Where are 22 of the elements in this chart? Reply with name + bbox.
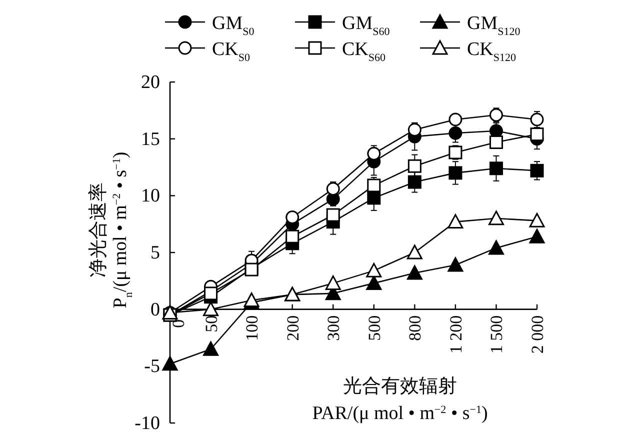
legend-label: CK$_{S0}$ bbox=[212, 39, 251, 64]
x-tick-label: 1 200 bbox=[446, 315, 466, 354]
y-tick-label: 5 bbox=[150, 242, 160, 264]
legend-label: GM$_{S0}$ bbox=[212, 13, 255, 38]
x-tick-label: 2 000 bbox=[528, 315, 547, 354]
x-tick-label: 100 bbox=[242, 315, 262, 341]
y-tick-label: -5 bbox=[144, 356, 160, 378]
legend-label: GM$_{S60}$ bbox=[342, 13, 390, 38]
y-tick-label: -10 bbox=[134, 413, 160, 434]
legend-label: GM$_{S120}$ bbox=[467, 13, 521, 38]
y-tick-label: 10 bbox=[141, 186, 160, 207]
x-tick-label: 1 500 bbox=[487, 315, 506, 354]
y-tick-label: 20 bbox=[141, 72, 160, 93]
y-tick-label: 15 bbox=[141, 128, 160, 150]
x-axis-title: 光合有效辐射 PAR/(μ mol • m$^{−2}$ • s$^{−1}$) bbox=[312, 376, 488, 424]
x-tick-label: 800 bbox=[406, 315, 425, 341]
legend-label: CK$_{S60}$ bbox=[342, 39, 386, 64]
legend-label: CK$_{S120}$ bbox=[467, 39, 517, 64]
x-tick-label: 300 bbox=[324, 315, 344, 341]
x-tick-label: 200 bbox=[283, 315, 302, 341]
x-tick-label: 50 bbox=[202, 315, 221, 332]
x-tick-label: 500 bbox=[364, 315, 384, 341]
